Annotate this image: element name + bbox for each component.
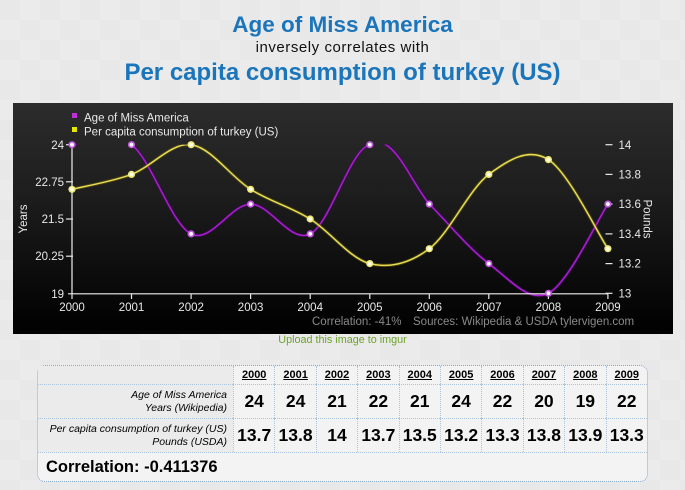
svg-text:2007: 2007 (476, 302, 502, 314)
svg-text:2003: 2003 (238, 302, 264, 314)
svg-text:2004: 2004 (297, 302, 323, 314)
svg-text:Years: Years (18, 204, 30, 233)
svg-text:Pounds: Pounds (641, 199, 653, 238)
svg-text:14: 14 (619, 140, 632, 152)
svg-text:19: 19 (51, 289, 64, 301)
svg-text:Sources: Wikipedia & USDA: Sources: Wikipedia & USDA (413, 316, 558, 328)
svg-text:21.5: 21.5 (42, 214, 64, 226)
svg-text:tylervigen.com: tylervigen.com (560, 316, 634, 328)
svg-text:13.6: 13.6 (619, 199, 641, 211)
svg-text:13: 13 (619, 288, 632, 300)
svg-text:2001: 2001 (119, 302, 145, 314)
svg-text:24: 24 (51, 140, 64, 152)
svg-text:13.4: 13.4 (619, 229, 642, 241)
svg-text:2002: 2002 (178, 302, 204, 314)
svg-text:2008: 2008 (536, 302, 562, 314)
svg-text:Per capita consumption of turk: Per capita consumption of turkey (US) (84, 127, 278, 139)
svg-text:2000: 2000 (59, 302, 85, 314)
svg-text:2006: 2006 (417, 302, 443, 314)
svg-text:2009: 2009 (595, 302, 621, 314)
svg-text:Correlation: -41%: Correlation: -41% (312, 316, 401, 328)
svg-text:2005: 2005 (357, 302, 383, 314)
svg-text:13.8: 13.8 (619, 169, 641, 181)
svg-text:Age of Miss America: Age of Miss America (84, 113, 189, 125)
svg-text:22.75: 22.75 (35, 177, 64, 189)
svg-text:13.2: 13.2 (619, 259, 641, 271)
svg-text:20.25: 20.25 (35, 251, 64, 263)
